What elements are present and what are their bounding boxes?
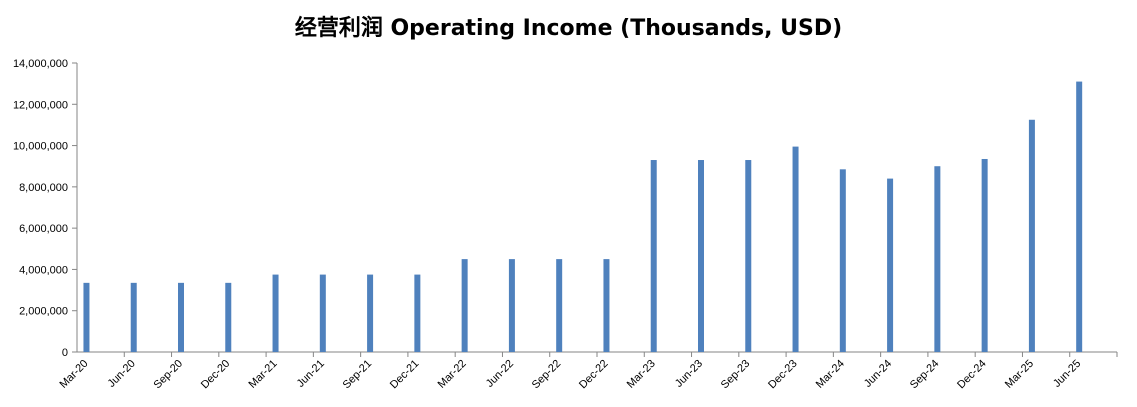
x-tick-label: Sep-20 [152,358,186,392]
x-tick-label: Dec-23 [766,358,800,392]
bar [556,259,563,352]
bar [650,160,657,352]
bar [792,146,799,352]
bar [461,259,468,352]
x-tick-label: Mar-25 [1003,358,1036,391]
y-tick-label: 6,000,000 [19,223,68,235]
bar [130,282,137,352]
x-tick-label: Mar-22 [436,358,469,391]
x-tick-label: Sep-24 [908,358,942,392]
bar [225,282,232,352]
bar [839,169,846,352]
x-tick-label: Jun-24 [862,358,894,390]
x-tick-label: Dec-20 [199,358,233,392]
x-tick-label: Sep-23 [719,358,753,392]
bar [745,160,752,352]
y-tick-label: 10,000,000 [13,141,68,153]
x-tick-label: Mar-24 [814,358,847,391]
x-tick-label: Jun-23 [673,358,705,390]
bar [1076,81,1083,352]
bar [887,178,894,352]
x-tick-label: Sep-21 [341,358,375,392]
y-tick-label: 4,000,000 [19,264,68,276]
x-tick-label: Jun-21 [295,358,327,390]
y-tick-label: 0 [62,347,68,359]
x-tick-label: Jun-20 [106,358,138,390]
bar [1028,119,1035,353]
x-tick-label: Mar-23 [625,358,658,391]
bars-layer [83,81,1083,353]
x-tick-label: Dec-22 [577,358,611,392]
x-tick-label: Mar-20 [57,358,90,391]
y-tick-label: 2,000,000 [19,306,68,318]
bar [272,274,279,352]
x-tick-label: Dec-24 [955,358,989,392]
x-tick-label: Dec-21 [388,358,422,392]
bar [698,160,704,352]
bar [981,158,988,352]
bar [603,259,610,352]
bar [83,282,90,352]
bar [178,282,184,352]
bar [508,259,515,352]
bar [934,166,941,352]
chart-title: 经营利润 Operating Income (Thousands, USD) [294,16,843,41]
y-tick-label: 14,000,000 [13,58,68,70]
y-tick-label: 8,000,000 [19,182,68,194]
bar [367,274,374,352]
axes-layer [72,62,1118,357]
x-tick-label: Mar-21 [247,358,280,391]
x-tick-label: Jun-25 [1051,358,1083,390]
labels-layer: 0 2,000,000 4,000,000 6,000,000 8,000,000 10,… [13,58,1083,391]
bar [319,274,326,352]
y-tick-label: 12,000,000 [13,99,68,111]
x-tick-label: Jun-22 [484,358,516,390]
x-tick-label: Sep-22 [530,358,564,392]
bar [414,274,421,352]
